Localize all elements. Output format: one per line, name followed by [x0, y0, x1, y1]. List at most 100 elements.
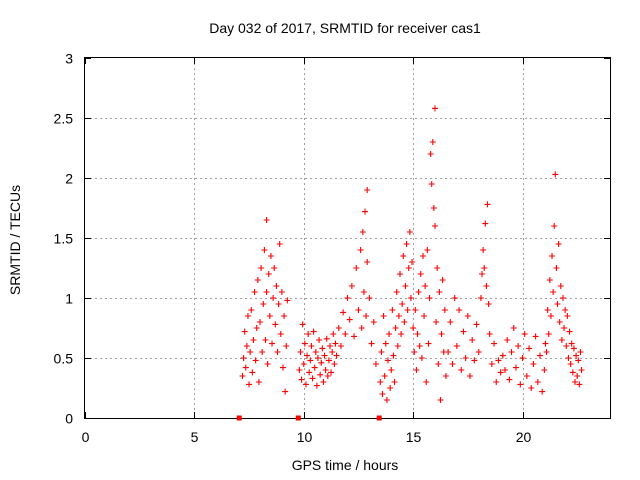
data-point	[456, 307, 463, 313]
data-markers	[236, 105, 585, 421]
data-point	[565, 355, 572, 361]
data-point	[316, 337, 323, 343]
data-point	[451, 295, 458, 301]
data-point	[259, 349, 266, 355]
data-point	[388, 367, 395, 373]
data-point	[264, 361, 271, 367]
gap-marker	[376, 415, 382, 421]
data-point	[553, 265, 560, 271]
data-point	[485, 301, 492, 307]
data-point	[557, 283, 564, 289]
data-point	[550, 289, 557, 295]
data-point	[537, 352, 543, 359]
y-axis-label: SRMTID / TECUs	[7, 185, 23, 295]
data-point	[270, 295, 277, 301]
data-point	[483, 283, 490, 289]
y-tick-label: 1.5	[54, 231, 74, 247]
gap-marker	[295, 415, 301, 421]
data-point	[277, 331, 284, 337]
data-point	[561, 325, 568, 331]
data-point	[462, 355, 469, 361]
data-point	[473, 321, 480, 328]
data-point	[284, 297, 291, 304]
data-point	[493, 379, 500, 385]
data-point	[391, 379, 398, 385]
y-tick-label: 0.5	[54, 351, 74, 367]
data-point	[364, 259, 371, 265]
data-point	[491, 340, 498, 347]
data-point	[422, 283, 429, 289]
data-point	[574, 373, 581, 379]
data-point	[310, 328, 317, 335]
data-point	[449, 361, 456, 367]
data-point	[480, 247, 487, 253]
data-point	[403, 241, 410, 247]
data-point	[416, 343, 423, 349]
data-point	[260, 301, 267, 307]
data-point	[328, 369, 335, 376]
data-point	[415, 289, 422, 295]
x-tick-label: 5	[191, 429, 199, 445]
data-point	[558, 337, 565, 343]
data-point	[421, 313, 428, 319]
data-point	[377, 379, 384, 385]
data-point	[502, 367, 508, 373]
data-point	[460, 328, 467, 335]
data-point	[563, 343, 570, 349]
data-point	[394, 343, 401, 349]
data-point	[541, 367, 548, 373]
data-point	[387, 385, 394, 391]
data-point	[389, 307, 396, 313]
data-point	[523, 373, 530, 379]
data-point	[269, 340, 276, 347]
data-point	[340, 309, 347, 316]
data-point	[499, 352, 506, 359]
data-point	[330, 331, 337, 337]
data-point	[318, 359, 325, 366]
data-point	[263, 217, 270, 223]
data-point	[323, 335, 330, 342]
data-point	[242, 364, 249, 371]
data-point	[393, 289, 400, 295]
data-point	[380, 313, 387, 319]
data-point	[348, 283, 355, 289]
data-point	[566, 328, 573, 335]
data-point	[432, 105, 438, 112]
data-point	[246, 381, 253, 388]
data-point	[357, 247, 364, 253]
data-point	[464, 313, 471, 319]
data-point	[321, 352, 328, 359]
data-point	[425, 340, 432, 347]
data-point	[392, 325, 399, 331]
data-point	[445, 349, 452, 355]
data-point	[320, 379, 327, 385]
data-point	[273, 283, 280, 289]
data-point	[559, 295, 566, 301]
data-point	[434, 265, 441, 271]
data-point	[428, 181, 435, 187]
data-point	[279, 364, 286, 371]
data-point	[406, 229, 413, 235]
data-point	[317, 371, 324, 378]
x-tick-label: 15	[406, 429, 422, 445]
data-point	[578, 367, 585, 373]
data-point	[379, 391, 386, 397]
data-point	[398, 331, 405, 337]
data-point	[272, 321, 279, 328]
data-point	[247, 349, 254, 355]
data-point	[419, 253, 426, 259]
data-point	[262, 337, 269, 343]
data-point	[441, 307, 448, 313]
data-point	[308, 343, 315, 349]
data-point	[305, 331, 312, 337]
data-point	[515, 343, 522, 349]
data-point	[362, 208, 368, 215]
data-point	[575, 357, 582, 364]
data-point	[282, 388, 289, 395]
data-point	[271, 265, 278, 271]
data-point	[281, 313, 288, 319]
data-point	[471, 357, 478, 364]
x-axis-label: GPS time / hours	[292, 457, 399, 473]
data-point	[252, 357, 259, 364]
